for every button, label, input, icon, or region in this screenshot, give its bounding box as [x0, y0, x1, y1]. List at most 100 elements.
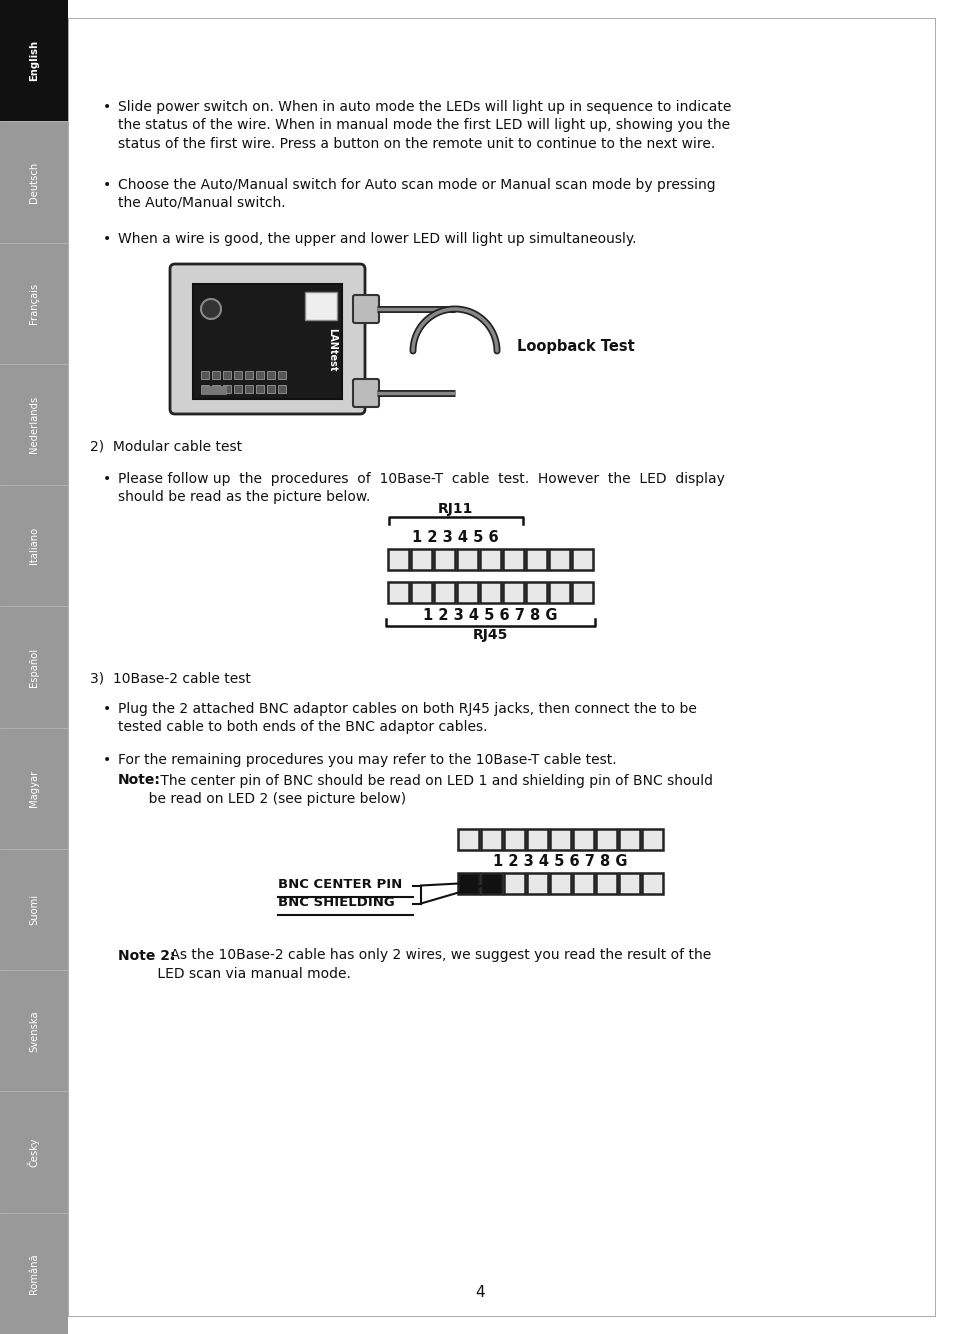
Bar: [278, 386, 286, 394]
Bar: [245, 386, 253, 394]
Bar: [502, 548, 523, 570]
Text: 1 2 3 4 5 6 7 8 G: 1 2 3 4 5 6 7 8 G: [492, 855, 627, 870]
Text: For the remaining procedures you may refer to the 10Base-T cable test.: For the remaining procedures you may ref…: [118, 752, 616, 767]
Text: RJ45: RJ45: [472, 627, 508, 642]
Text: Plug the 2 attached BNC adaptor cables on both RJ45 jacks, then connect the to b: Plug the 2 attached BNC adaptor cables o…: [118, 702, 697, 716]
Bar: [502, 582, 523, 603]
Text: should be read as the picture below.: should be read as the picture below.: [118, 490, 371, 504]
Bar: [278, 371, 286, 379]
Bar: [595, 828, 616, 850]
Bar: [245, 371, 253, 379]
Text: 2)  Modular cable test: 2) Modular cable test: [90, 439, 242, 454]
Bar: [525, 548, 546, 570]
Text: When a wire is good, the upper and lower LED will light up simultaneously.: When a wire is good, the upper and lower…: [118, 232, 636, 247]
Bar: [234, 386, 242, 394]
Text: Svenska: Svenska: [29, 1010, 39, 1051]
Bar: [0, 0, 68, 121]
Bar: [201, 371, 209, 379]
Text: •: •: [103, 702, 111, 716]
Text: BNC CENTER PIN: BNC CENTER PIN: [278, 879, 402, 891]
Bar: [305, 292, 337, 320]
Text: the Auto/Manual switch.: the Auto/Manual switch.: [118, 196, 286, 209]
Bar: [571, 548, 592, 570]
Bar: [388, 582, 409, 603]
Text: As the 10Base-2 cable has only 2 wires, we suggest you read the result of the: As the 10Base-2 cable has only 2 wires, …: [166, 948, 711, 963]
Circle shape: [201, 299, 221, 319]
Bar: [212, 386, 220, 394]
Bar: [641, 828, 662, 850]
Text: Italiano: Italiano: [29, 527, 39, 564]
Text: tested cable to both ends of the BNC adaptor cables.: tested cable to both ends of the BNC ada…: [118, 720, 488, 735]
Bar: [548, 548, 569, 570]
Text: •: •: [103, 100, 111, 113]
Bar: [388, 548, 409, 570]
Text: LED scan via manual mode.: LED scan via manual mode.: [118, 967, 350, 980]
Bar: [223, 371, 231, 379]
Text: LANtest: LANtest: [327, 328, 337, 371]
Bar: [641, 872, 662, 894]
Bar: [457, 582, 477, 603]
Bar: [526, 828, 547, 850]
Text: English: English: [29, 40, 39, 81]
Text: Español: Español: [29, 647, 39, 687]
Bar: [595, 872, 616, 894]
Bar: [457, 548, 477, 570]
Bar: [572, 828, 593, 850]
Text: 3)  10Base-2 cable test: 3) 10Base-2 cable test: [90, 671, 251, 686]
FancyBboxPatch shape: [353, 295, 379, 323]
Text: Français: Français: [29, 283, 39, 324]
Bar: [201, 386, 226, 394]
Text: 1 2 3 4 5 6 7 8 G: 1 2 3 4 5 6 7 8 G: [422, 607, 557, 623]
Text: •: •: [103, 752, 111, 767]
Text: RJ11: RJ11: [438, 502, 473, 515]
Bar: [256, 386, 264, 394]
Text: 1 2 3 4 5 6: 1 2 3 4 5 6: [412, 531, 499, 546]
Text: Suomi: Suomi: [29, 894, 39, 924]
Text: Please follow up  the  procedures  of  10Base-T  cable  test.  However  the  LED: Please follow up the procedures of 10Bas…: [118, 471, 725, 486]
Text: Deutsch: Deutsch: [29, 161, 39, 203]
Bar: [256, 371, 264, 379]
Bar: [548, 582, 569, 603]
Text: Choose the Auto/Manual switch for Auto scan mode or Manual scan mode by pressing: Choose the Auto/Manual switch for Auto s…: [118, 177, 715, 192]
Text: •: •: [103, 471, 111, 486]
Text: Note 2:: Note 2:: [118, 948, 176, 963]
Bar: [571, 582, 592, 603]
Bar: [481, 828, 501, 850]
Text: Note:: Note:: [118, 774, 161, 787]
Bar: [572, 872, 593, 894]
Bar: [201, 386, 209, 394]
Bar: [549, 828, 570, 850]
Bar: [503, 828, 524, 850]
Bar: [234, 371, 242, 379]
Bar: [267, 386, 275, 394]
Bar: [434, 582, 454, 603]
Bar: [525, 582, 546, 603]
Text: be read on LED 2 (see picture below): be read on LED 2 (see picture below): [118, 792, 406, 806]
Text: •: •: [103, 177, 111, 192]
Text: Română: Română: [29, 1253, 39, 1294]
Bar: [479, 548, 500, 570]
Bar: [618, 872, 639, 894]
Text: Česky: Česky: [28, 1138, 40, 1167]
Bar: [618, 828, 639, 850]
Bar: [193, 284, 342, 399]
Bar: [526, 872, 547, 894]
FancyBboxPatch shape: [353, 379, 379, 407]
Bar: [411, 548, 431, 570]
Bar: [411, 582, 431, 603]
Text: The center pin of BNC should be read on LED 1 and shielding pin of BNC should: The center pin of BNC should be read on …: [156, 774, 713, 787]
Text: •: •: [103, 232, 111, 247]
Text: BNC SHIELDING: BNC SHIELDING: [278, 896, 395, 910]
Bar: [267, 371, 275, 379]
Bar: [0, 0, 68, 1334]
Bar: [458, 828, 478, 850]
Text: 4: 4: [475, 1285, 485, 1301]
Bar: [212, 371, 220, 379]
Text: Nederlands: Nederlands: [29, 396, 39, 454]
Text: the status of the wire. When in manual mode the first LED will light up, showing: the status of the wire. When in manual m…: [118, 119, 731, 132]
Bar: [481, 872, 501, 894]
FancyBboxPatch shape: [170, 264, 365, 414]
Bar: [223, 386, 231, 394]
Bar: [458, 872, 478, 894]
Bar: [549, 872, 570, 894]
